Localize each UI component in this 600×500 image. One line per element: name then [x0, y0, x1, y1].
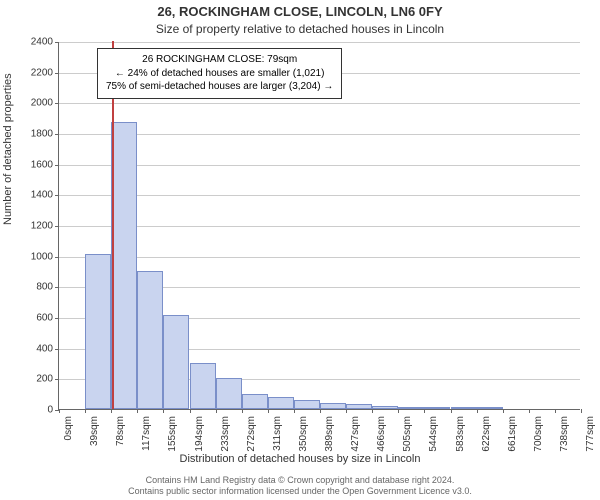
- y-tick-mark: [55, 195, 59, 196]
- x-tick-mark: [163, 409, 164, 413]
- histogram-bar: [137, 271, 163, 409]
- histogram-bar: [163, 315, 189, 409]
- x-tick-label: 350sqm: [298, 409, 309, 452]
- x-tick-label: 39sqm: [89, 409, 100, 446]
- x-tick-mark: [320, 409, 321, 413]
- y-tick-mark: [55, 165, 59, 166]
- histogram-bar: [85, 254, 111, 409]
- x-axis-label: Distribution of detached houses by size …: [0, 453, 600, 465]
- x-tick-mark: [372, 409, 373, 413]
- plot-area: 0200400600800100012001400160018002000220…: [58, 42, 580, 410]
- y-tick-mark: [55, 349, 59, 350]
- histogram-bar: [320, 403, 346, 409]
- x-tick-label: 233sqm: [220, 409, 231, 452]
- histogram-bar: [477, 407, 503, 409]
- x-tick-mark: [503, 409, 504, 413]
- info-box: 26 ROCKINGHAM CLOSE: 79sqm ← 24% of deta…: [97, 48, 342, 99]
- footer: Contains HM Land Registry data © Crown c…: [0, 475, 600, 498]
- x-tick-mark: [242, 409, 243, 413]
- y-tick-mark: [55, 103, 59, 104]
- x-tick-label: 661sqm: [507, 409, 518, 452]
- chart-subtitle: Size of property relative to detached ho…: [0, 22, 600, 36]
- x-tick-mark: [581, 409, 582, 413]
- x-tick-mark: [398, 409, 399, 413]
- x-tick-label: 583sqm: [455, 409, 466, 452]
- x-tick-mark: [424, 409, 425, 413]
- histogram-bar: [268, 397, 294, 409]
- x-tick-label: 194sqm: [194, 409, 205, 452]
- x-tick-mark: [346, 409, 347, 413]
- footer-line-2: Contains public sector information licen…: [0, 486, 600, 497]
- x-tick-label: 155sqm: [167, 409, 178, 452]
- histogram-bar: [451, 407, 477, 409]
- x-tick-mark: [477, 409, 478, 413]
- x-tick-label: 622sqm: [481, 409, 492, 452]
- x-tick-label: 389sqm: [324, 409, 335, 452]
- x-tick-mark: [190, 409, 191, 413]
- histogram-bar: [398, 407, 424, 409]
- x-tick-mark: [137, 409, 138, 413]
- x-tick-label: 427sqm: [350, 409, 361, 452]
- x-tick-label: 117sqm: [141, 409, 152, 451]
- histogram-bar: [111, 122, 137, 409]
- info-line-2: ← 24% of detached houses are smaller (1,…: [106, 67, 333, 81]
- x-tick-label: 78sqm: [115, 409, 126, 446]
- x-tick-mark: [268, 409, 269, 413]
- histogram-bar: [346, 404, 372, 409]
- chart-title: 26, ROCKINGHAM CLOSE, LINCOLN, LN6 0FY: [0, 4, 600, 19]
- x-tick-label: 544sqm: [428, 409, 439, 452]
- x-tick-label: 505sqm: [402, 409, 413, 452]
- x-tick-mark: [111, 409, 112, 413]
- y-tick-mark: [55, 257, 59, 258]
- histogram-bar: [424, 407, 450, 409]
- x-tick-label: 311sqm: [272, 409, 283, 451]
- info-line-1: 26 ROCKINGHAM CLOSE: 79sqm: [106, 53, 333, 67]
- y-tick-mark: [55, 226, 59, 227]
- y-tick-mark: [55, 287, 59, 288]
- x-tick-mark: [451, 409, 452, 413]
- grid-line: [59, 103, 580, 104]
- y-axis-label: Number of detached properties: [2, 73, 14, 225]
- grid-line: [59, 42, 580, 43]
- histogram-bar: [190, 363, 216, 409]
- x-tick-mark: [216, 409, 217, 413]
- y-tick-mark: [55, 73, 59, 74]
- histogram-bar: [242, 394, 268, 409]
- x-tick-label: 700sqm: [533, 409, 544, 452]
- x-tick-label: 777sqm: [585, 409, 596, 452]
- x-tick-label: 466sqm: [376, 409, 387, 452]
- histogram-bar: [372, 406, 398, 409]
- footer-line-1: Contains HM Land Registry data © Crown c…: [0, 475, 600, 486]
- x-tick-label: 738sqm: [559, 409, 570, 452]
- x-tick-mark: [294, 409, 295, 413]
- x-tick-mark: [85, 409, 86, 413]
- histogram-bar: [216, 378, 242, 409]
- histogram-bar: [294, 400, 320, 409]
- x-tick-mark: [529, 409, 530, 413]
- y-tick-mark: [55, 379, 59, 380]
- y-tick-mark: [55, 318, 59, 319]
- y-tick-mark: [55, 134, 59, 135]
- x-tick-mark: [555, 409, 556, 413]
- info-line-3: 75% of semi-detached houses are larger (…: [106, 80, 333, 94]
- x-tick-label: 0sqm: [63, 409, 74, 440]
- x-tick-label: 272sqm: [246, 409, 257, 452]
- x-tick-mark: [59, 409, 60, 413]
- y-tick-mark: [55, 42, 59, 43]
